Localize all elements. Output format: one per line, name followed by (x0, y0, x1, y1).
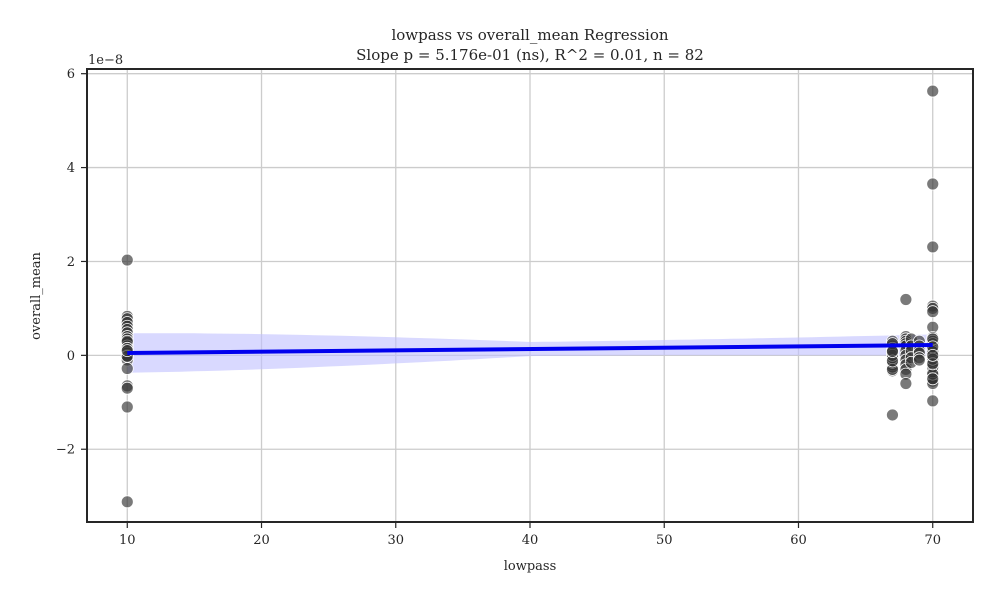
y-axis-offset-label: 1e−8 (88, 53, 123, 68)
data-point (120, 381, 134, 395)
data-point (926, 84, 940, 98)
chart-subtitle: Slope p = 5.176e-01 (ns), R^2 = 0.01, n … (356, 46, 704, 64)
data-point (926, 240, 940, 254)
y-tick-label: 0 (67, 349, 75, 364)
x-tick-label: 30 (387, 533, 404, 548)
chart-title: lowpass vs overall_mean Regression (391, 26, 668, 44)
confidence-band (127, 333, 933, 373)
regression-line (127, 343, 933, 356)
x-tick-label: 60 (790, 533, 807, 548)
data-point (926, 394, 940, 408)
data-point (120, 362, 134, 375)
y-tick-label: −2 (56, 443, 75, 458)
data-point (912, 353, 926, 367)
x-axis-label: lowpass (504, 559, 557, 574)
x-axis-ticks: 10 20 30 40 50 60 70 (119, 522, 941, 548)
x-tick-label: 40 (522, 533, 539, 548)
y-tick-label: 2 (67, 255, 75, 270)
confidence-band-area (127, 333, 933, 373)
data-point (899, 377, 913, 390)
grid-lines (87, 69, 973, 522)
data-point (120, 400, 134, 414)
x-tick-label: 10 (119, 533, 136, 548)
data-point (926, 372, 940, 386)
x-tick-label: 20 (253, 533, 270, 548)
data-point (886, 408, 899, 422)
y-axis-ticks: −2 0 2 4 6 (56, 67, 87, 458)
x-tick-label: 50 (656, 533, 673, 548)
data-point (899, 293, 913, 306)
data-point (926, 348, 940, 362)
data-point (120, 495, 134, 509)
y-tick-label: 4 (67, 161, 75, 176)
data-point (926, 305, 940, 319)
data-point (120, 253, 134, 267)
regression-line-path (127, 343, 933, 356)
y-axis-label: overall_mean (29, 251, 44, 339)
y-tick-label: 6 (67, 67, 75, 82)
x-tick-label: 70 (924, 533, 941, 548)
data-point (926, 177, 940, 191)
